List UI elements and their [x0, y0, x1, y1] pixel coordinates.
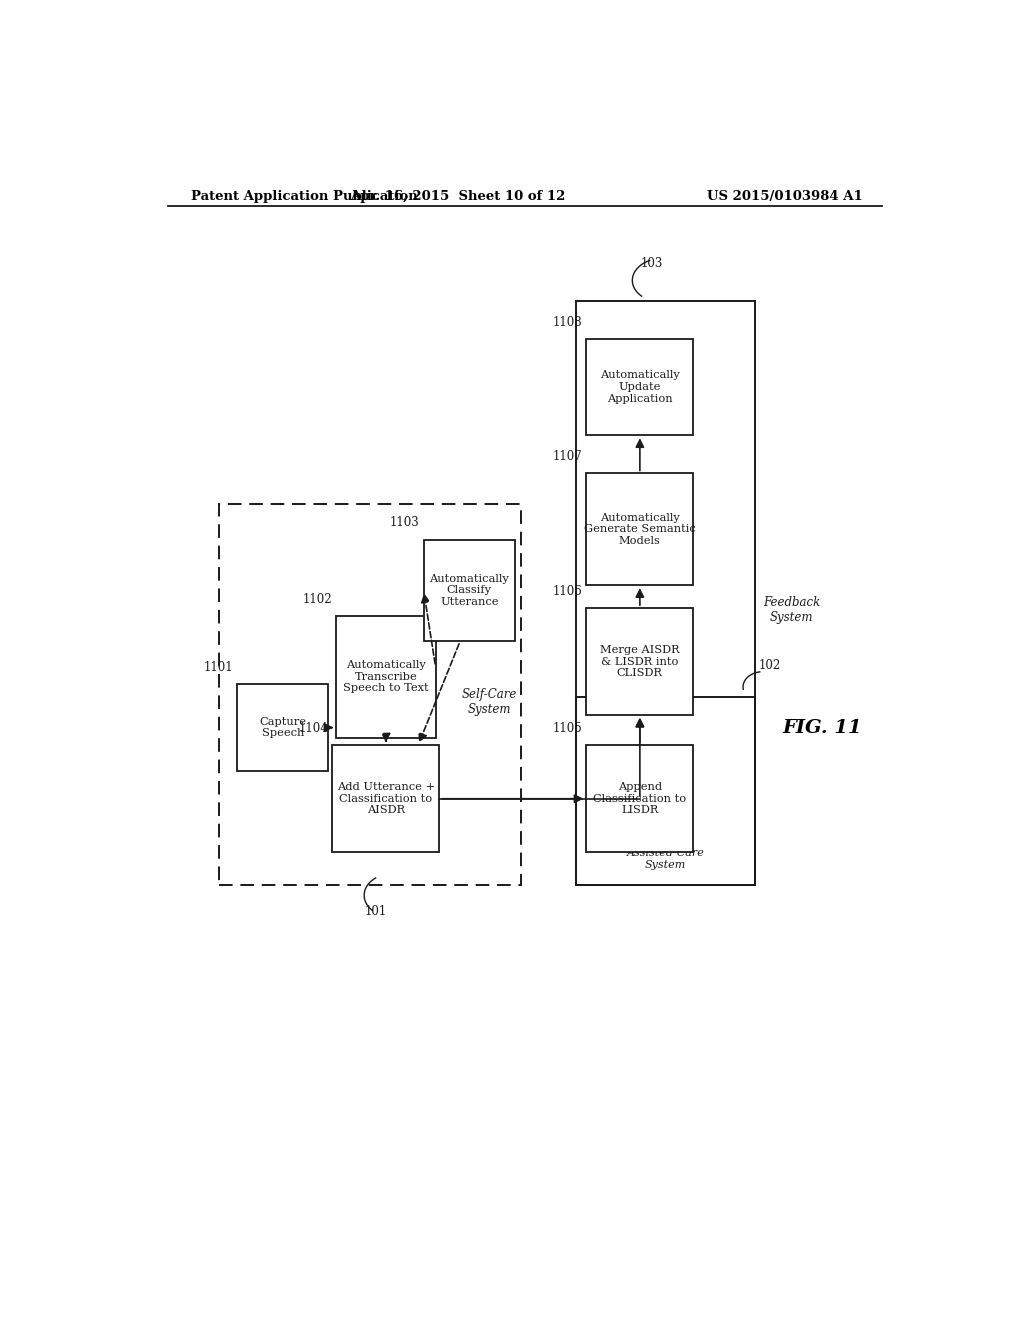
Text: 1104: 1104 [299, 722, 329, 735]
Text: 1102: 1102 [303, 593, 333, 606]
Bar [587, 474, 693, 585]
Bar [587, 746, 693, 853]
Text: 1101: 1101 [204, 661, 233, 675]
Text: Append
Classification to
LISDR: Append Classification to LISDR [593, 783, 686, 816]
Text: Automatically
Update
Application: Automatically Update Application [600, 371, 680, 404]
Bar [219, 504, 521, 886]
Text: Self-Care
System: Self-Care System [462, 688, 517, 717]
Text: Automatically
Transcribe
Speech to Text: Automatically Transcribe Speech to Text [343, 660, 429, 693]
Text: Feedback
System: Feedback System [763, 597, 820, 624]
Text: Capture
Speech: Capture Speech [259, 717, 306, 738]
Text: 1103: 1103 [390, 516, 420, 529]
Text: Apr. 16, 2015  Sheet 10 of 12: Apr. 16, 2015 Sheet 10 of 12 [349, 190, 565, 202]
Text: 103: 103 [640, 257, 663, 271]
Text: 1105: 1105 [553, 722, 583, 735]
Bar [238, 684, 329, 771]
Text: Automatically
Classify
Utterance: Automatically Classify Utterance [429, 574, 509, 607]
Bar [587, 339, 693, 436]
Text: 102: 102 [759, 659, 781, 672]
Bar [587, 609, 693, 715]
Text: 1108: 1108 [553, 315, 583, 329]
Bar [577, 697, 755, 886]
Text: Add Utterance +
Classification to
AISDR: Add Utterance + Classification to AISDR [337, 783, 435, 816]
Text: US 2015/0103984 A1: US 2015/0103984 A1 [708, 190, 863, 202]
Text: Assisted-Care
System: Assisted-Care System [627, 849, 705, 870]
Text: Merge AISDR
& LISDR into
CLISDR: Merge AISDR & LISDR into CLISDR [600, 645, 680, 678]
Bar [336, 615, 435, 738]
Text: 101: 101 [365, 906, 387, 919]
Text: 1106: 1106 [553, 585, 583, 598]
Text: Automatically
Generate Semantic
Models: Automatically Generate Semantic Models [584, 512, 695, 546]
Bar [577, 301, 755, 886]
Text: 1107: 1107 [553, 450, 583, 463]
Bar [333, 746, 439, 853]
Text: Patent Application Publication: Patent Application Publication [191, 190, 418, 202]
Bar [424, 540, 515, 642]
Text: FIG. 11: FIG. 11 [782, 718, 862, 737]
